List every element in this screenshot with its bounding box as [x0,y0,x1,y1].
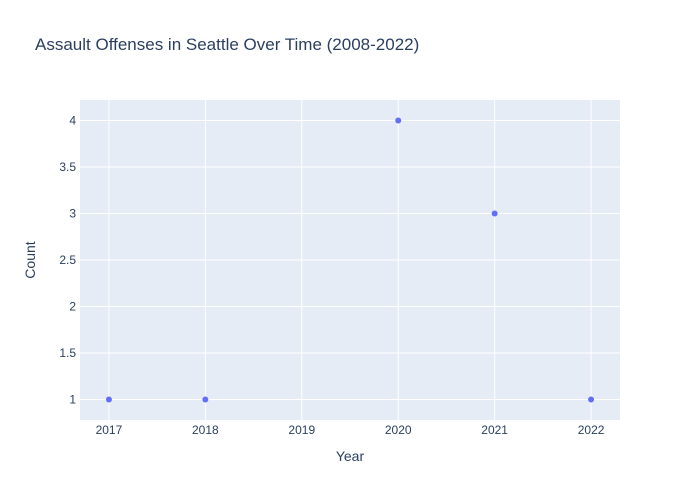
y-tick-label: 2.5 [59,253,76,267]
x-tick-label: 2022 [578,423,605,437]
y-tick-label: 4 [69,113,76,127]
x-tick-label: 2021 [481,423,508,437]
y-tick-labels: 1 1.5 2 2.5 3 3.5 4 [59,113,76,406]
chart-title: Assault Offenses in Seattle Over Time (2… [35,35,419,54]
data-point[interactable] [395,117,402,124]
data-point[interactable] [491,210,498,217]
data-point[interactable] [202,396,209,403]
y-tick-label: 2 [69,300,76,314]
data-points [105,117,595,403]
y-axis-title: Count [22,241,38,278]
y-tick-label: 3.5 [59,160,76,174]
data-point[interactable] [105,396,112,403]
y-tick-label: 1 [69,393,76,407]
y-tick-label: 1.5 [59,346,76,360]
x-axis-title: Year [336,448,365,464]
x-tick-labels: 2017 2018 2019 2020 2021 2022 [96,423,605,437]
data-point[interactable] [588,396,595,403]
y-gridlines [80,119,620,401]
y-tick-label: 3 [69,206,76,220]
x-tick-label: 2018 [192,423,219,437]
x-tick-label: 2019 [288,423,315,437]
x-tick-label: 2020 [385,423,412,437]
x-tick-label: 2017 [96,423,123,437]
